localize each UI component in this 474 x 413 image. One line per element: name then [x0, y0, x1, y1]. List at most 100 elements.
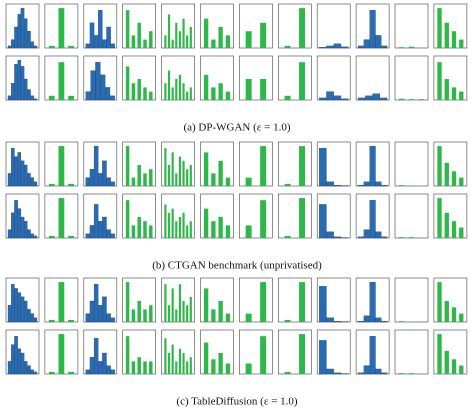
bar	[444, 79, 449, 100]
hist-bar	[27, 365, 31, 375]
bar	[68, 235, 74, 238]
subplot-frame	[239, 141, 273, 187]
hist-bar	[357, 236, 365, 239]
hist-bar	[365, 95, 373, 101]
hist-bar	[333, 372, 342, 375]
subplot-frame	[433, 329, 468, 375]
bar	[437, 334, 442, 374]
bar	[175, 22, 178, 48]
bar	[189, 221, 192, 238]
bar	[398, 373, 405, 374]
bar	[178, 156, 181, 186]
hist-bar	[14, 200, 18, 239]
bar	[451, 359, 457, 374]
subplot-frame	[433, 55, 468, 101]
subplot-frame	[433, 277, 468, 323]
hist-bar	[106, 313, 111, 323]
subplot-frame	[433, 3, 468, 49]
hist-bar	[89, 357, 95, 375]
hist-bar	[110, 181, 115, 187]
hist-bar	[375, 368, 382, 375]
bar	[186, 305, 189, 322]
hist-bar	[20, 7, 25, 49]
subplot-frame	[394, 141, 429, 187]
bar	[143, 173, 147, 186]
hist-bar	[375, 181, 382, 187]
hist-bar	[11, 212, 15, 239]
bar	[68, 183, 74, 186]
bar	[125, 282, 130, 322]
hist-bar	[27, 31, 31, 49]
bar	[459, 177, 464, 186]
bar	[167, 353, 171, 374]
hist-bar	[23, 78, 28, 101]
hist-bar	[369, 200, 376, 239]
bar	[186, 35, 189, 48]
hist-bar	[14, 64, 18, 101]
subplot-frame	[200, 329, 234, 375]
hist-bar	[17, 152, 22, 187]
bar	[178, 74, 181, 100]
bar	[408, 46, 415, 48]
bar	[149, 305, 153, 322]
bar	[284, 95, 291, 100]
bar	[125, 66, 130, 100]
bar	[178, 284, 181, 322]
hist-bar	[375, 35, 382, 49]
hist-bar	[14, 26, 18, 49]
hist-bar	[7, 229, 12, 239]
bar	[225, 363, 231, 374]
subplot-frame	[277, 193, 312, 239]
hist-bar	[357, 185, 365, 187]
bar	[182, 83, 185, 100]
hist-bar	[357, 97, 366, 101]
hist-bar	[319, 47, 327, 49]
bar	[260, 146, 267, 186]
subplot-frame	[394, 277, 429, 323]
subplot-frame	[239, 329, 273, 375]
hist-bar	[326, 181, 334, 187]
bar	[68, 371, 74, 374]
hist-bar	[319, 204, 327, 239]
bar	[437, 146, 442, 186]
bar	[218, 27, 223, 48]
bar	[189, 296, 192, 322]
bar	[178, 348, 181, 374]
bar	[299, 282, 306, 322]
hist-bar	[102, 296, 107, 323]
bar	[260, 200, 267, 238]
bar	[137, 165, 141, 186]
bar	[398, 237, 405, 238]
hist-bar	[11, 284, 15, 323]
bar	[175, 173, 178, 186]
bar	[451, 221, 457, 238]
bar	[186, 361, 189, 374]
hist-bar	[340, 46, 349, 49]
bar	[260, 336, 267, 374]
hist-bar	[369, 10, 376, 49]
hist-bar	[85, 177, 91, 187]
bar	[182, 301, 185, 322]
bar	[164, 35, 167, 48]
subplot-frame	[239, 3, 273, 49]
hist-bar	[326, 45, 334, 49]
subplot-frame	[200, 3, 234, 49]
hist-bar	[319, 286, 327, 323]
hist-bar	[27, 173, 31, 187]
bar	[178, 217, 181, 238]
hist-bar	[20, 66, 25, 101]
hist-bar	[27, 89, 31, 101]
hist-bar	[369, 281, 376, 323]
hist-bar	[326, 91, 334, 101]
hist-bar	[33, 317, 38, 323]
bar	[58, 282, 65, 322]
hist-bar	[17, 348, 22, 375]
subplot-frame	[200, 277, 234, 323]
bar	[245, 363, 252, 374]
hist-bar	[23, 164, 28, 187]
bar	[48, 95, 55, 100]
subplot-frame	[394, 3, 429, 49]
bar	[149, 31, 153, 48]
bar	[245, 31, 252, 48]
